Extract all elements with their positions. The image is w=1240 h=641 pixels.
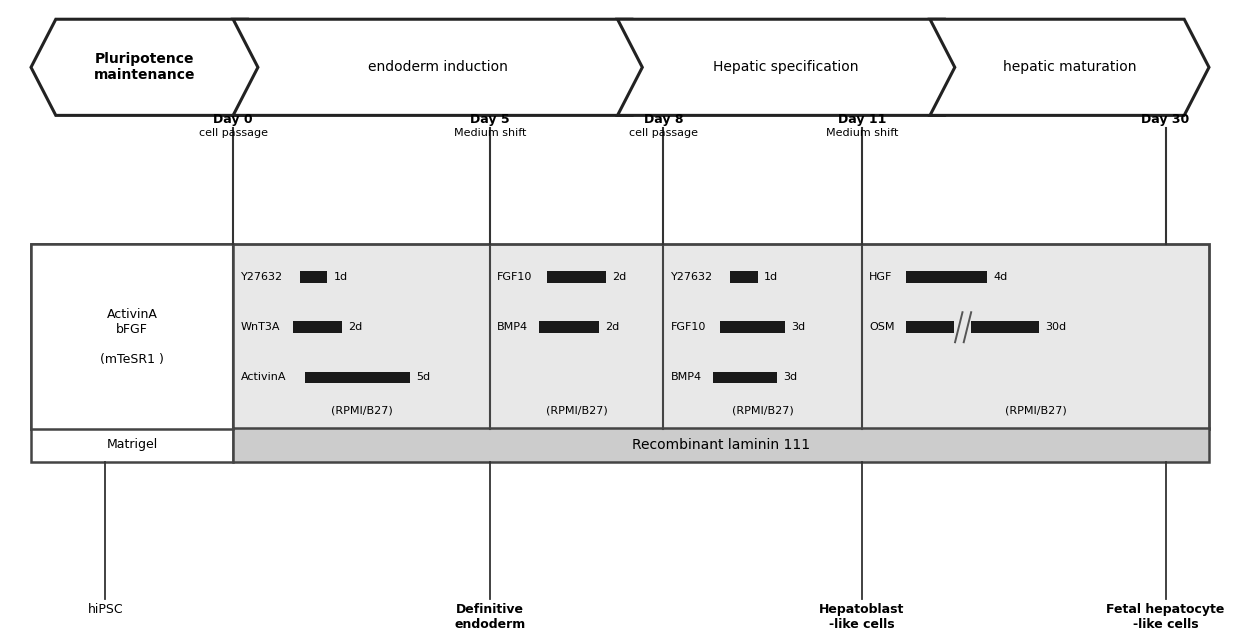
Text: FGF10: FGF10: [671, 322, 707, 332]
Text: Recombinant laminin 111: Recombinant laminin 111: [632, 438, 810, 452]
Text: 3d: 3d: [791, 322, 805, 332]
Text: cell passage: cell passage: [629, 128, 698, 138]
Bar: [720, 322, 785, 333]
Text: hiPSC: hiPSC: [88, 603, 123, 615]
Text: 1d: 1d: [334, 272, 347, 282]
Text: 4d: 4d: [993, 272, 1007, 282]
Bar: [305, 372, 410, 383]
Bar: [293, 322, 342, 333]
Bar: [31, 244, 233, 429]
Text: Day 0: Day 0: [213, 113, 253, 126]
Bar: [730, 271, 758, 283]
Bar: [547, 271, 606, 283]
Bar: [971, 322, 1039, 333]
Text: Y27632: Y27632: [671, 272, 713, 282]
Text: Definitive
endoderm: Definitive endoderm: [454, 603, 526, 631]
Text: HGF: HGF: [869, 272, 893, 282]
Text: Day 11: Day 11: [837, 113, 887, 126]
Bar: [233, 428, 1209, 462]
Bar: [300, 271, 327, 283]
Bar: [713, 372, 777, 383]
Text: (RPMI/B27): (RPMI/B27): [331, 405, 392, 415]
Text: (RPMI/B27): (RPMI/B27): [1004, 405, 1066, 415]
Text: FGF10: FGF10: [497, 272, 533, 282]
Text: Day 30: Day 30: [1142, 113, 1189, 126]
Text: 2d: 2d: [613, 272, 626, 282]
Text: Day 5: Day 5: [470, 113, 510, 126]
Text: Pluripotence
maintenance: Pluripotence maintenance: [94, 52, 195, 83]
Polygon shape: [930, 19, 1209, 115]
Text: (RPMI/B27): (RPMI/B27): [732, 405, 794, 415]
Text: 1d: 1d: [764, 272, 777, 282]
Bar: [31, 428, 233, 462]
Polygon shape: [618, 19, 970, 115]
Text: Day 8: Day 8: [644, 113, 683, 126]
Polygon shape: [233, 19, 657, 115]
Text: 30d: 30d: [1045, 322, 1066, 332]
Bar: [906, 322, 954, 333]
Text: hepatic maturation: hepatic maturation: [1003, 60, 1136, 74]
Text: BMP4: BMP4: [497, 322, 528, 332]
Text: WnT3A: WnT3A: [241, 322, 280, 332]
Text: Medium shift: Medium shift: [454, 128, 526, 138]
Text: Matrigel: Matrigel: [107, 438, 157, 451]
Text: BMP4: BMP4: [671, 372, 702, 383]
Text: 2d: 2d: [605, 322, 619, 332]
Text: Fetal hepatocyte
-like cells: Fetal hepatocyte -like cells: [1106, 603, 1225, 631]
Text: OSM: OSM: [869, 322, 895, 332]
Text: ActivinA
bFGF

(mTeSR1 ): ActivinA bFGF (mTeSR1 ): [100, 308, 164, 365]
Text: (RPMI/B27): (RPMI/B27): [546, 405, 608, 415]
Text: Hepatoblast
-like cells: Hepatoblast -like cells: [820, 603, 904, 631]
Text: Y27632: Y27632: [241, 272, 283, 282]
Polygon shape: [31, 19, 273, 115]
Text: 2d: 2d: [348, 322, 362, 332]
Bar: [31, 244, 1209, 429]
Text: Hepatic specification: Hepatic specification: [713, 60, 859, 74]
Bar: [906, 271, 987, 283]
Bar: [539, 322, 599, 333]
Text: Medium shift: Medium shift: [826, 128, 898, 138]
Text: ActivinA: ActivinA: [241, 372, 286, 383]
Text: endoderm induction: endoderm induction: [368, 60, 507, 74]
Text: 5d: 5d: [417, 372, 430, 383]
Text: cell passage: cell passage: [198, 128, 268, 138]
Text: 3d: 3d: [784, 372, 797, 383]
